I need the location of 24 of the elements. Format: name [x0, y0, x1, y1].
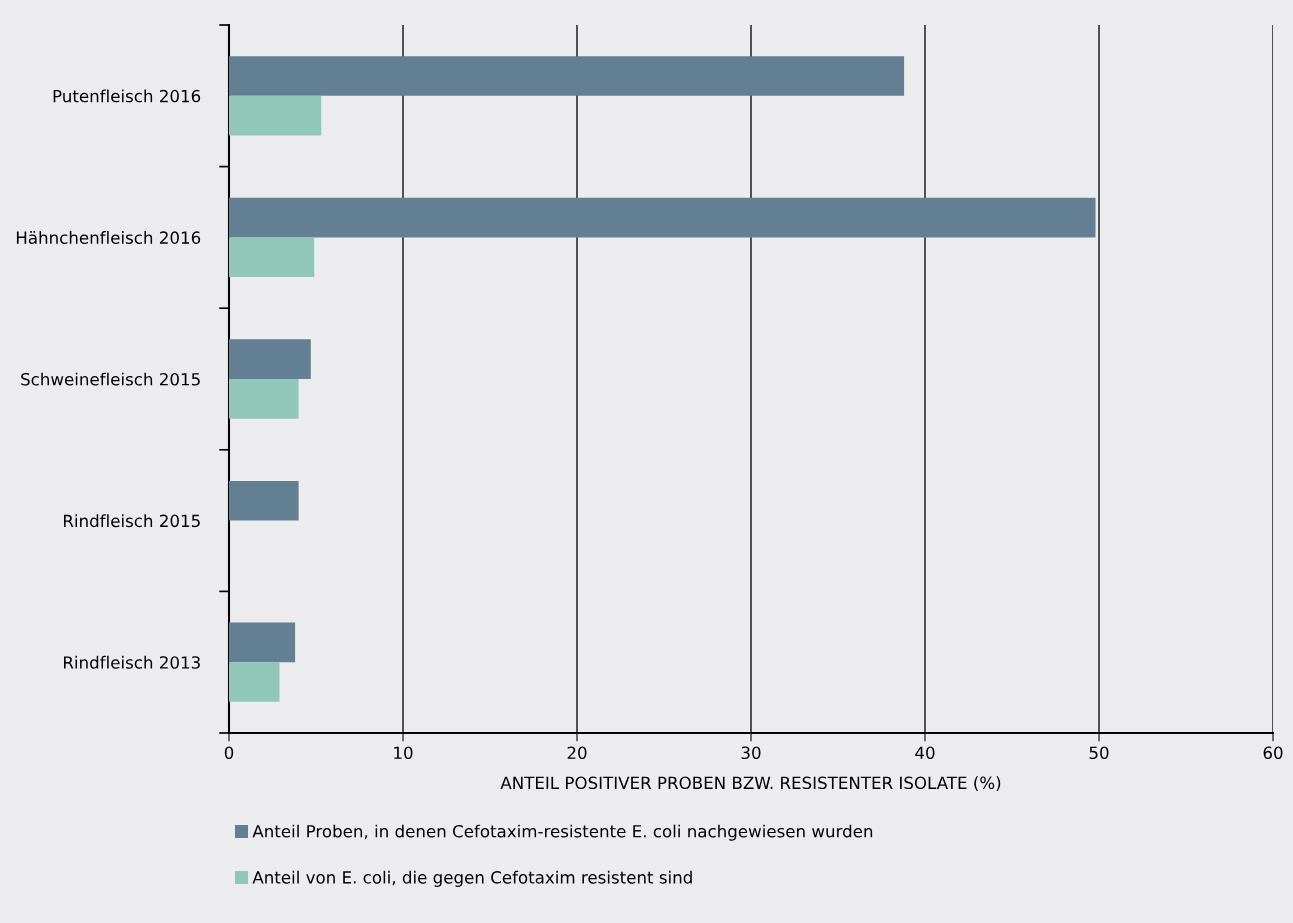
legend-label: Anteil Proben, in denen Cefotaxim-resistente E. coli nachgewiesen wurden — [252, 824, 873, 841]
bar — [229, 622, 296, 663]
x-tick-label: 50 — [1089, 746, 1109, 760]
x-tick-label: 30 — [741, 746, 761, 760]
bar — [229, 95, 322, 136]
x-tick-label: 0 — [224, 746, 234, 760]
y-tick-label: Schweinefleisch 2015 — [21, 372, 200, 386]
bar — [229, 237, 315, 278]
bar — [229, 379, 299, 419]
x-tick-label: 60 — [1263, 746, 1283, 760]
y-tick-label: Rindfleisch 2013 — [64, 655, 200, 669]
bar — [229, 56, 905, 96]
x-axis-title: ANTEIL POSITIVER PROBEN BZW. RESISTENTER ISOLATE (%) — [500, 776, 1001, 792]
legend-label: Anteil von E. coli, die gegen Cefotaxim resistent sind — [252, 870, 692, 887]
bar — [229, 480, 299, 521]
bar — [229, 662, 280, 702]
x-tick-label: 10 — [394, 746, 413, 760]
bar — [229, 197, 1096, 238]
x-tick-label: 40 — [915, 746, 935, 760]
y-tick-label: Putenfleisch 2016 — [53, 89, 201, 103]
x-tick-label: 20 — [567, 746, 587, 760]
y-tick-label: Rindfleisch 2015 — [64, 514, 200, 528]
bar — [229, 339, 311, 379]
y-tick-label: Hähnchenfleisch 2016 — [16, 231, 201, 244]
